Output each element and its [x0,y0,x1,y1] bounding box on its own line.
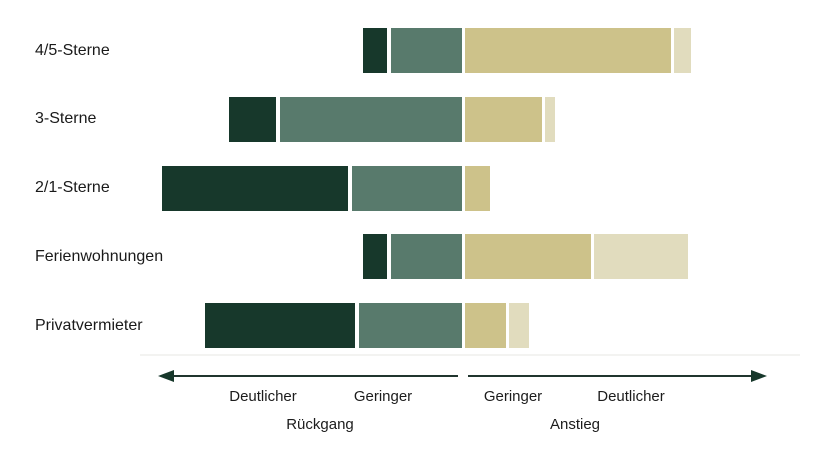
axis-label-deutlicher-rueckgang: Deutlicher [229,388,297,405]
bar-segment [594,234,688,280]
bar-segment [391,234,462,280]
bar-segment [363,234,387,280]
bar-segment [352,165,462,211]
axis-label-geringer-anstieg: Geringer [483,388,543,405]
bar-segment [359,303,462,348]
bar-segment [465,96,542,142]
category-label: Privatvermieter [35,316,143,334]
category-label: Ferienwohnungen [35,247,164,265]
axis-title-rueckgang: Rückgang [286,416,354,433]
bar-segment [205,303,355,348]
bar-segment [545,96,555,142]
bar-segment [229,96,276,142]
bar-segment [465,303,506,348]
bar-segment [465,165,490,211]
rueckgang-axis-arrow-line [163,375,458,377]
bar-segment [509,303,529,348]
arrow-right-icon [751,370,767,382]
bar-segment [674,28,691,73]
bar-segment [363,28,387,73]
axis-label-geringer-rueckgang: Geringer [353,388,413,405]
axis-label-deutlicher-anstieg: Deutlicher [597,388,665,405]
category-label: 4/5-Sterne [35,41,110,59]
bar-segment [465,234,591,280]
axis-hairline [140,354,800,356]
bar-segment [465,28,671,73]
bar-segment [162,165,348,211]
category-label: 3-Sterne [35,110,97,128]
axis-title-anstieg: Anstieg [549,416,601,433]
category-label: 2/1-Sterne [35,179,110,196]
anstieg-axis-arrow-line [468,375,753,377]
bar-segment [391,28,462,73]
bar-segment [280,96,462,142]
arrow-left-icon [158,370,174,382]
